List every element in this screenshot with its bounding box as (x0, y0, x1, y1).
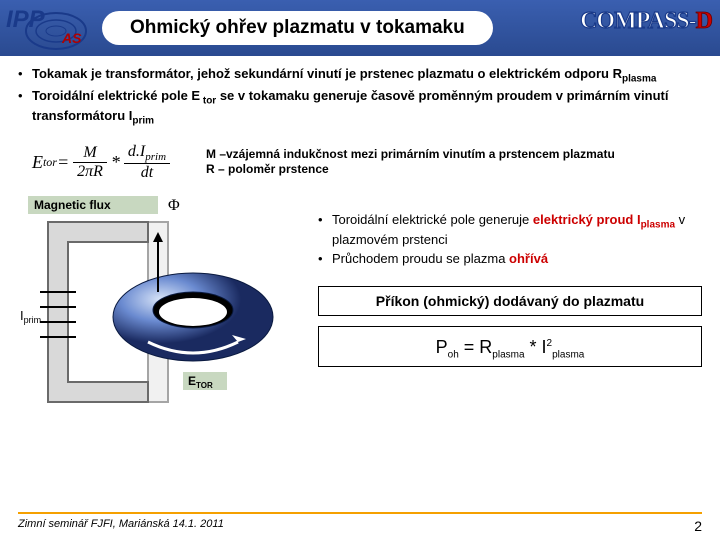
right-column: • Toroidální elektrické pole generuje el… (298, 192, 702, 417)
power-equation: Poh = Rplasma * I2plasma (329, 337, 691, 361)
transformer-diagram: Magnetic flux Φ Iprim (18, 192, 298, 417)
footer-text: Zimní seminář FJFI, Mariánská 14.1. 2011 (18, 518, 224, 534)
svg-text:IPP: IPP (6, 6, 46, 33)
right-bullets: • Toroidální elektrické pole generuje el… (318, 212, 702, 267)
content-area: • Tokamak je transformátor, jehož sekund… (0, 56, 720, 417)
bullet-dot: • (18, 66, 32, 86)
formula-description: M –vzájemná indukčnost mezi primárním vi… (206, 147, 615, 178)
svg-text:AS: AS (61, 30, 82, 46)
mflux-label: Magnetic flux (34, 198, 111, 212)
formula-equation: Etor = M 2πR * d.Iprim dt (18, 138, 188, 186)
right-bullet-1: Toroidální elektrické pole generuje elek… (332, 212, 702, 248)
bullet-text-1: Tokamak je transformátor, jehož sekundár… (32, 66, 702, 86)
top-bullets: • Tokamak je transformátor, jehož sekund… (18, 66, 702, 128)
slide-footer: Zimní seminář FJFI, Mariánská 14.1. 2011… (18, 512, 702, 534)
slide-header: IPP AS Ohmický ohřev plazmatu v tokamaku… (0, 0, 720, 56)
slide-title: Ohmický ohřev plazmatu v tokamaku (102, 11, 493, 45)
power-label-box: Příkon (ohmický) dodávaný do plazmatu (318, 286, 702, 316)
iprim-label: Iprim (20, 308, 41, 325)
right-bullet-2: Průchodem proudu se plazma ohřívá (332, 251, 702, 268)
bullet-text-2: Toroidální elektrické pole E tor se v to… (32, 88, 702, 128)
bullet-dot: • (318, 212, 332, 248)
bullet-dot: • (18, 88, 32, 128)
ipp-logo: IPP AS (4, 5, 90, 51)
compass-logo: COMPASS-D (580, 8, 712, 35)
plasma-torus (113, 273, 273, 361)
bullet-dot: • (318, 251, 332, 268)
formula-row: Etor = M 2πR * d.Iprim dt M –vzájemná in… (18, 138, 702, 186)
power-equation-box: Poh = Rplasma * I2plasma (318, 326, 702, 368)
mflux-symbol: Φ (168, 197, 180, 214)
page-number: 2 (694, 518, 702, 534)
